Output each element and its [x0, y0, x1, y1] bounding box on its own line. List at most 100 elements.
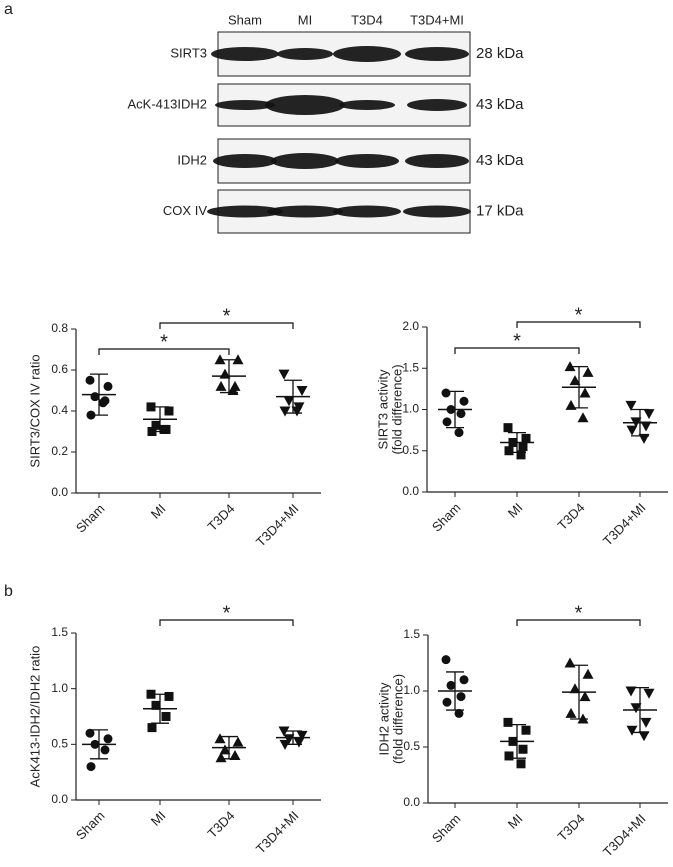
data-point: [151, 420, 161, 430]
y-tick-label: 0.5: [403, 739, 420, 753]
data-point: [582, 668, 594, 679]
x-tick-label: Sham: [73, 808, 108, 843]
data-point: [579, 691, 591, 702]
x-tick-label: MI: [148, 501, 169, 522]
data-point: [219, 744, 231, 755]
y-tick-label: 2.0: [402, 319, 419, 333]
sd-bar: [446, 671, 464, 711]
blot-row-label: COX IV: [163, 203, 207, 218]
blot-band: [407, 99, 467, 111]
blot-band: [277, 48, 333, 60]
lane-label: T3D4: [351, 12, 383, 27]
y-tick-label: 1.0: [402, 402, 419, 416]
y-tick-label: 0.0: [402, 484, 419, 498]
blot-band: [267, 205, 343, 218]
data-point: [103, 381, 113, 391]
significance-label: *: [575, 304, 583, 326]
data-point: [296, 386, 308, 396]
y-tick-label: 0.4: [51, 403, 68, 417]
data-point: [85, 375, 95, 385]
data-point: [569, 375, 581, 386]
data-point: [630, 703, 642, 714]
data-point: [90, 392, 100, 402]
x-tick-label: T3D4+MI: [600, 500, 649, 549]
panel-label: b: [4, 583, 13, 600]
data-point: [159, 424, 169, 434]
data-point: [504, 446, 514, 456]
data-point: [278, 369, 290, 380]
data-point: [291, 406, 303, 417]
blot-band: [335, 154, 399, 168]
blot-band: [333, 46, 401, 62]
y-tick-label: 0.0: [51, 485, 68, 499]
significance-label: *: [223, 305, 231, 327]
data-point: [215, 752, 227, 763]
data-point: [640, 717, 652, 728]
lane-label: MI: [298, 12, 312, 27]
data-point: [441, 655, 451, 665]
y-axis-title: (fold difference): [390, 674, 405, 764]
y-tick-label: 0.0: [51, 792, 68, 806]
data-point: [215, 380, 227, 391]
y-tick-label: 1.0: [403, 683, 420, 697]
data-point: [283, 396, 295, 407]
data-point: [504, 751, 514, 761]
data-point: [577, 412, 589, 423]
y-axis-title: AcK413-IDH2/IDH2 ratio: [27, 646, 42, 788]
data-point: [643, 409, 655, 420]
y-tick-label: 1.5: [51, 625, 68, 639]
data-point: [441, 388, 451, 398]
significance-bracket: [98, 348, 230, 355]
y-tick-label: 0.5: [51, 737, 68, 751]
blot-band: [403, 205, 471, 218]
x-tick-label: MI: [148, 808, 169, 829]
sd-bar: [508, 431, 526, 454]
y-tick-label: 0.0: [403, 795, 420, 809]
data-point: [521, 433, 531, 443]
x-tick-label: MI: [505, 811, 526, 832]
sd-bar: [220, 359, 238, 394]
data-point: [626, 725, 638, 736]
data-point: [283, 734, 295, 745]
significance-label: *: [575, 602, 583, 624]
data-point: [232, 736, 244, 747]
blot-band: [215, 100, 275, 110]
significance-bracket: [516, 619, 641, 626]
data-point: [503, 717, 513, 727]
blot-band: [405, 154, 469, 168]
data-point: [582, 366, 594, 377]
sd-bar: [90, 373, 108, 416]
significance-label: *: [223, 602, 231, 624]
blot-band: [207, 205, 283, 218]
y-tick-label: 0.5: [402, 443, 419, 457]
data-point: [164, 691, 174, 701]
blot-band: [339, 100, 395, 110]
y-tick-label: 1.5: [402, 360, 419, 374]
data-point: [147, 723, 157, 733]
panel-label: a: [4, 1, 13, 18]
data-point: [640, 421, 652, 432]
y-tick-label: 0.6: [51, 362, 68, 376]
data-point: [643, 688, 655, 699]
data-point: [85, 728, 95, 738]
sd-bar: [570, 365, 588, 409]
x-tick-label: T3D4: [204, 808, 237, 841]
blot-size-label: 43 kDa: [476, 96, 524, 113]
lane-label: Sham: [228, 12, 262, 27]
data-point: [518, 442, 528, 452]
data-point: [151, 700, 161, 710]
sd-bar: [220, 735, 238, 760]
significance-label: *: [160, 331, 168, 353]
data-point: [442, 697, 452, 707]
sd-bar: [151, 693, 169, 724]
y-axis-title: IDH2 activity: [376, 682, 391, 755]
sd-bar: [90, 729, 108, 760]
significance-bracket: [454, 347, 580, 354]
data-point: [161, 712, 171, 721]
blot-row-label: IDH2: [177, 152, 207, 167]
sd-bar: [151, 406, 169, 433]
data-point: [454, 428, 464, 438]
x-tick-label: T3D4+MI: [600, 811, 649, 860]
blot-band: [333, 205, 401, 218]
